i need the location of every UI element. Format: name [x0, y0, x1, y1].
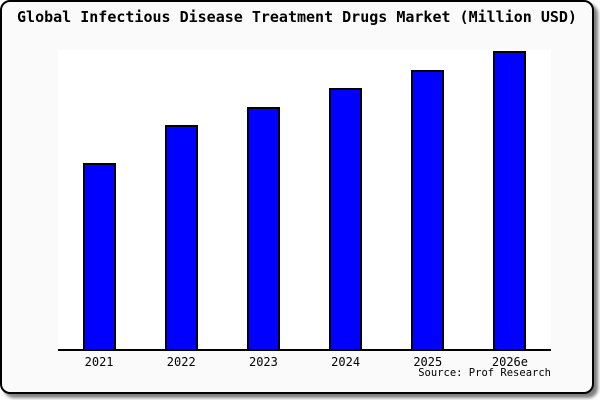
bar-2023 [246, 106, 280, 349]
bar-2025 [411, 69, 445, 349]
bar-slot-2022 [140, 50, 222, 349]
bar-slot-2026e [469, 50, 551, 349]
bar-2026e [493, 50, 527, 349]
bar-2022 [164, 125, 198, 349]
plot-area [58, 50, 551, 351]
source-note: Source: Prof Research [418, 367, 551, 379]
chart-title: Global Infectious Disease Treatment Drug… [17, 8, 577, 26]
x-tick-label-2022: 2022 [166, 355, 196, 369]
x-tick-label-2025: 2025 [413, 355, 443, 369]
bar-slot-2021 [58, 50, 140, 349]
chart-card: Global Infectious Disease Treatment Drug… [0, 0, 594, 394]
x-tick-label-2024: 2024 [331, 355, 361, 369]
x-axis-labels: 2021 2022 2023 2024 2025 2026e [58, 355, 551, 369]
bar-slot-2025 [387, 50, 469, 349]
x-tick-label-2026e: 2026e [491, 355, 528, 369]
x-tick-label-2023: 2023 [248, 355, 278, 369]
x-tick-label-2021: 2021 [84, 355, 114, 369]
bar-slot-2024 [305, 50, 387, 349]
bar-2021 [82, 162, 116, 349]
bar-2024 [329, 88, 363, 349]
bar-slot-2023 [222, 50, 304, 349]
